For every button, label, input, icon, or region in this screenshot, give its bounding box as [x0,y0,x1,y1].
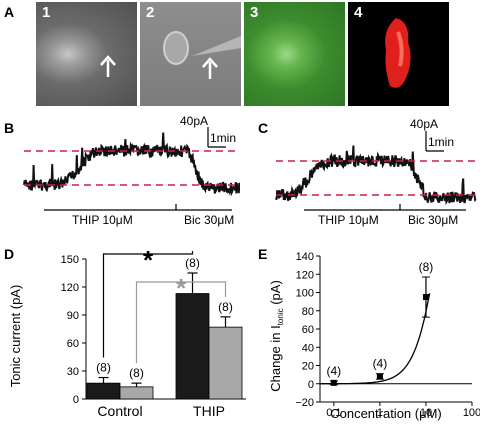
chart-d-bar [86,382,121,400]
chart-d-ytick-label: 150 [61,254,79,266]
chart-e-fit-curve [320,293,431,385]
drug-label-bic-c: Bic 30μM [408,213,458,227]
chart-d-ytick-label: 120 [61,282,79,294]
chart-e-ylabel-subscript: tonic [276,308,285,325]
micrograph-3: 3 [244,2,345,106]
micrograph-2-number: 2 [146,4,155,21]
chart-e: Change in Itonic (pA) −20 0 20 40 60 80 100 120… [268,251,480,421]
chart-d-n-label: (8) [185,256,200,270]
micrograph-3-number: 3 [250,4,259,21]
panel-c-letter: C [258,120,269,136]
panel-b-letter: B [4,120,15,136]
chart-d-bar [119,386,154,400]
micrograph-4: 4 [348,2,449,106]
drug-label-thip-c: THIP 10μM [318,213,379,227]
chart-e-xtick-label: 1 [377,407,383,419]
chart-d-ylabel: Tonic current (pA) [8,285,23,388]
chart-e-ytick-label: 20 [302,361,314,373]
drug-label-thip-b: THIP 10μM [72,213,133,227]
trace-b: 40pA 1min THIP 10μM Bic 30μM [23,114,240,227]
chart-e-ytick-label: 120 [296,269,314,281]
chart-e-n-label: (8) [419,260,434,274]
chart-e-xtick-label: 10 [420,407,432,419]
chart-e-ytick-label: −20 [295,397,314,409]
chart-e-n-label: (4) [373,357,388,371]
scale-current-b: 40pA [180,114,208,128]
panel-a-letter: A [4,4,15,20]
chart-d: Tonic current (pA) 0 30 60 90 120 150 (8) (8) (… [8,245,246,419]
scale-time-b: 1min [210,131,236,145]
chart-e-xtick-label: 100 [463,407,480,419]
chart-e-ylabel: Change in Itonic (pA) [268,280,285,392]
chart-e-xlabel: Concentration (μM) [330,406,442,421]
arrow-1-icon [100,55,116,77]
chart-e-ytick-label: 0 [308,379,314,391]
panel-d-letter: D [4,246,15,262]
chart-e-ytick-label: 80 [302,306,314,318]
trace-c-current [275,145,477,206]
chart-e-point [330,379,337,386]
chart-d-bar [208,326,243,400]
chart-d-ytick-label: 0 [73,394,79,406]
chart-e-n-label: (4) [327,364,342,378]
chart-e-ytick-label: 60 [302,324,314,336]
chart-d-category-thip: THIP [193,403,225,419]
chart-d-n-label: (8) [129,366,144,380]
chart-d-category-control: Control [97,403,142,419]
chart-d-significance-bracket [135,281,227,364]
chart-e-ytick-label: 140 [296,251,314,263]
micrograph-4-number: 4 [354,4,363,21]
chart-d-n-label: (8) [96,361,111,375]
chart-e-xtick-label: 0.1 [326,407,341,419]
chart-d-significance-bracket [102,251,194,358]
chart-e-ytick-label: 100 [296,288,314,300]
chart-d-significance-star: * [143,245,154,275]
chart-d-ytick-label: 60 [67,338,79,350]
chart-e-ytick-label: 40 [302,342,314,354]
micrograph-1-number: 1 [42,4,51,21]
chart-d-ytick-label: 90 [67,310,79,322]
chart-d-bar [175,293,210,400]
trace-c: 40pA 1min THIP 10μM Bic 30μM [275,117,477,227]
micrograph-1: 1 [36,2,137,106]
chart-e-point [376,373,383,380]
chart-d-n-label: (8) [218,300,233,314]
micrograph-2: 2 [140,2,241,106]
chart-e-point [422,294,429,301]
patch-pipette-image [163,31,241,79]
panel-e-letter: E [258,246,268,262]
scale-time-c: 1min [428,135,454,149]
drug-label-bic-b: Bic 30μM [184,213,234,227]
scale-current-c: 40pA [410,117,438,131]
chart-d-significance-star: * [176,273,187,303]
chart-d-ytick-label: 30 [67,366,79,378]
red-cell-image [385,18,411,88]
